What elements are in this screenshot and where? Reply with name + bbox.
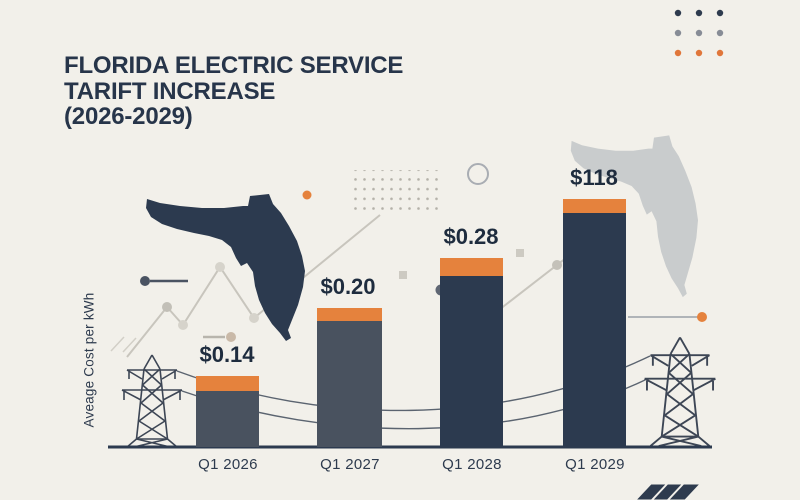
bar-cap [317,308,382,321]
circle-outline-icon [467,163,489,185]
bar-cap [563,199,626,213]
dots-grid-icon [353,170,441,210]
tick-label-q1-2029: Q1 2029 [565,456,625,473]
value-label-q1-2029: $118 [570,165,618,190]
tick-label-q1-2026: Q1 2026 [198,456,258,473]
chart-title-line2: TARIFT INCREASE [64,77,276,105]
bar-body [196,391,259,447]
value-label-q1-2026: $0.14 [199,342,255,367]
chart-title-line1: FLORIDA ELECTRIC SERVICE [64,52,404,79]
bar-cap [196,376,259,391]
bar-body [317,321,382,447]
bar-body [440,276,503,447]
bar-q1-2028 [440,258,503,447]
transmission-tower-left-icon [121,354,183,448]
square-decor-icon [399,249,524,279]
transmission-tower-right-icon [643,336,717,447]
bar-body [563,213,626,447]
chart-title: FLORIDA ELECTRIC SERVICE TARIFT INCREASE… [64,53,403,130]
bar-q1-2026 [196,376,259,447]
trend-line-icon [110,190,707,358]
tick-label-q1-2027: Q1 2027 [320,456,380,473]
dots-grid-corner-icon [674,9,724,57]
y-axis-label: Aveage Cost per kWh [81,292,97,428]
value-label-q1-2028: $0.28 [443,224,499,249]
value-label-q1-2027: $0.20 [320,274,376,299]
solar-panel-icon [635,483,702,500]
chart-title-line3: (2026-2029) [64,103,193,130]
bar-q1-2027 [317,308,382,447]
tick-label-q1-2028: Q1 2028 [442,456,502,473]
bar-cap [440,258,503,276]
florida-map-icon [146,194,305,341]
bar-q1-2029 [563,199,626,447]
